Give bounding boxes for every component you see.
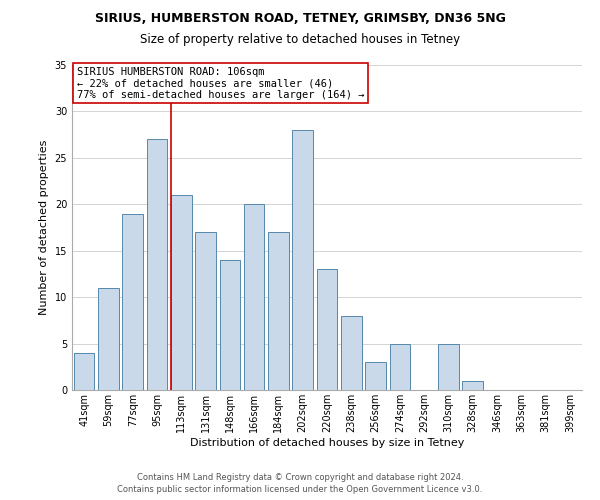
Bar	[98, 288, 119, 390]
Bar	[220, 260, 240, 390]
Bar	[268, 232, 289, 390]
Bar	[463, 380, 483, 390]
Text: Contains HM Land Registry data © Crown copyright and database right 2024.: Contains HM Land Registry data © Crown c…	[137, 472, 463, 482]
Bar	[122, 214, 143, 390]
Text: Contains public sector information licensed under the Open Government Licence v3: Contains public sector information licen…	[118, 485, 482, 494]
Bar	[389, 344, 410, 390]
Text: SIRIUS HUMBERSTON ROAD: 106sqm
← 22% of detached houses are smaller (46)
77% of : SIRIUS HUMBERSTON ROAD: 106sqm ← 22% of …	[77, 66, 365, 100]
Bar	[292, 130, 313, 390]
Text: Size of property relative to detached houses in Tetney: Size of property relative to detached ho…	[140, 32, 460, 46]
Bar	[438, 344, 459, 390]
Bar	[195, 232, 216, 390]
Bar	[74, 353, 94, 390]
Bar	[171, 195, 191, 390]
Bar	[365, 362, 386, 390]
Bar	[341, 316, 362, 390]
Text: SIRIUS, HUMBERSTON ROAD, TETNEY, GRIMSBY, DN36 5NG: SIRIUS, HUMBERSTON ROAD, TETNEY, GRIMSBY…	[95, 12, 505, 26]
Bar	[317, 270, 337, 390]
Y-axis label: Number of detached properties: Number of detached properties	[39, 140, 49, 315]
Bar	[146, 140, 167, 390]
Bar	[244, 204, 265, 390]
X-axis label: Distribution of detached houses by size in Tetney: Distribution of detached houses by size …	[190, 438, 464, 448]
